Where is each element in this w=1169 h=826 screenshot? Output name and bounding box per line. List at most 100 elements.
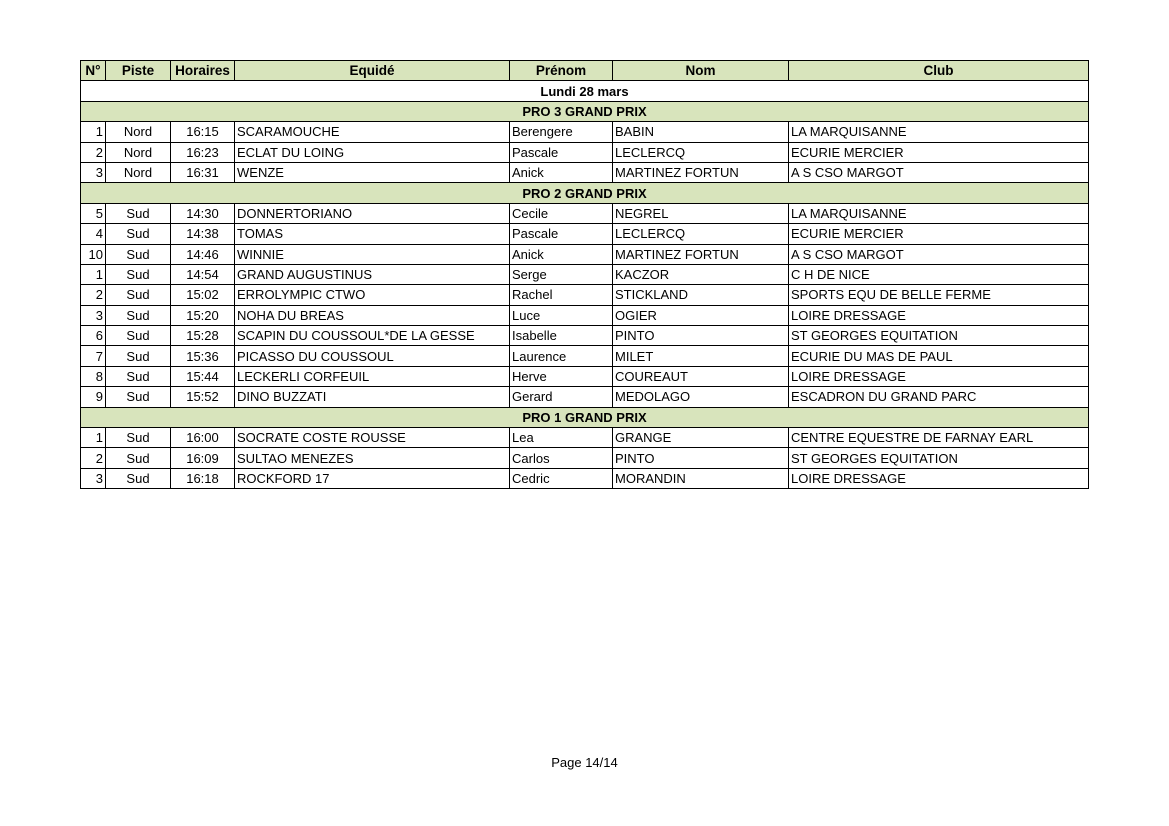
cell-equide: GRAND AUGUSTINUS <box>234 263 510 286</box>
cell-number: 3 <box>80 467 106 490</box>
cell-horaire: 14:46 <box>170 243 235 265</box>
cell-club: A S CSO MARGOT <box>788 161 1089 184</box>
cell-piste: Sud <box>105 284 171 306</box>
cell-prenom: Laurence <box>509 345 613 367</box>
cell-number: 2 <box>80 141 106 163</box>
cell-club: C H DE NICE <box>788 263 1089 286</box>
cell-number: 10 <box>80 243 106 265</box>
section-row: PRO 3 GRAND PRIX <box>80 100 1089 123</box>
cell-piste: Sud <box>105 427 171 449</box>
cell-number: 1 <box>80 263 106 286</box>
cell-equide: ROCKFORD 17 <box>234 467 510 490</box>
cell-piste: Sud <box>105 325 171 347</box>
cell-prenom: Cedric <box>509 467 613 490</box>
table-row: 2 Sud 16:09 SULTAO MENEZES Carlos PINTO ST GEO… <box>80 447 1089 469</box>
cell-number: 4 <box>80 223 106 245</box>
table-row: 3 Nord 16:31 WENZE Anick MARTINEZ FORTUN A S C… <box>80 161 1089 184</box>
cell-horaire: 16:15 <box>170 121 235 143</box>
cell-equide: ECLAT DU LOING <box>234 141 510 163</box>
section-title: PRO 2 GRAND PRIX <box>80 182 1089 204</box>
cell-number: 1 <box>80 427 106 449</box>
cell-horaire: 16:31 <box>170 161 235 184</box>
column-header-prenom: Prénom <box>509 59 613 82</box>
column-header-equide: Equidé <box>234 59 510 82</box>
cell-number: 2 <box>80 447 106 469</box>
cell-horaire: 15:20 <box>170 304 235 327</box>
cell-piste: Sud <box>105 447 171 469</box>
column-header-club: Club <box>788 59 1089 82</box>
table-row: 10 Sud 14:46 WINNIE Anick MARTINEZ FORTUN A S … <box>80 243 1089 265</box>
page-number: Page 14/14 <box>551 755 618 770</box>
cell-prenom: Pascale <box>509 141 613 163</box>
cell-piste: Nord <box>105 141 171 163</box>
table-row: 6 Sud 15:28 SCAPIN DU COUSSOUL*DE LA GESSE I… <box>80 325 1089 347</box>
cell-club: LOIRE DRESSAGE <box>788 304 1089 327</box>
cell-nom: OGIER <box>612 304 789 327</box>
cell-nom: BABIN <box>612 121 789 143</box>
day-label: Lundi 28 mars <box>80 80 1089 102</box>
column-header-nom: Nom <box>612 59 789 82</box>
cell-equide: PICASSO DU COUSSOUL <box>234 345 510 367</box>
cell-piste: Sud <box>105 223 171 245</box>
cell-horaire: 16:18 <box>170 467 235 490</box>
cell-prenom: Cecile <box>509 202 613 225</box>
cell-nom: MARTINEZ FORTUN <box>612 161 789 184</box>
cell-number: 3 <box>80 304 106 327</box>
cell-horaire: 14:30 <box>170 202 235 225</box>
cell-number: 1 <box>80 121 106 143</box>
cell-horaire: 15:52 <box>170 386 235 408</box>
cell-prenom: Pascale <box>509 223 613 245</box>
cell-prenom: Lea <box>509 427 613 449</box>
start-list-table: N° Piste Horaires Equidé Prénom Nom Club Lundi… <box>80 59 1089 490</box>
cell-club: LA MARQUISANNE <box>788 121 1089 143</box>
table-row: 7 Sud 15:36 PICASSO DU COUSSOUL Laurence MILE… <box>80 345 1089 367</box>
cell-prenom: Berengere <box>509 121 613 143</box>
table-row: 4 Sud 14:38 TOMAS Pascale LECLERCQ ECURIE MERC… <box>80 223 1089 245</box>
cell-club: ECURIE MERCIER <box>788 141 1089 163</box>
cell-piste: Sud <box>105 386 171 408</box>
cell-piste: Sud <box>105 304 171 327</box>
header-row: N° Piste Horaires Equidé Prénom Nom Club <box>80 59 1089 82</box>
cell-nom: MARTINEZ FORTUN <box>612 243 789 265</box>
cell-piste: Sud <box>105 243 171 265</box>
cell-prenom: Anick <box>509 161 613 184</box>
cell-piste: Sud <box>105 345 171 367</box>
cell-club: ST GEORGES EQUITATION <box>788 447 1089 469</box>
cell-prenom: Luce <box>509 304 613 327</box>
cell-prenom: Serge <box>509 263 613 286</box>
cell-club: LOIRE DRESSAGE <box>788 467 1089 490</box>
cell-club: A S CSO MARGOT <box>788 243 1089 265</box>
cell-horaire: 15:44 <box>170 365 235 388</box>
cell-equide: SCAPIN DU COUSSOUL*DE LA GESSE <box>234 325 510 347</box>
cell-piste: Sud <box>105 202 171 225</box>
table-row: 8 Sud 15:44 LECKERLI CORFEUIL Herve COUREAUT L… <box>80 365 1089 388</box>
table-row: 5 Sud 14:30 DONNERTORIANO Cecile NEGREL LA MAR… <box>80 202 1089 225</box>
column-header-piste: Piste <box>105 59 171 82</box>
cell-number: 9 <box>80 386 106 408</box>
cell-club: SPORTS EQU DE BELLE FERME <box>788 284 1089 306</box>
cell-club: ECURIE MERCIER <box>788 223 1089 245</box>
cell-number: 2 <box>80 284 106 306</box>
table-row: 1 Sud 14:54 GRAND AUGUSTINUS Serge KACZOR C H … <box>80 263 1089 286</box>
cell-club: ECURIE DU MAS DE PAUL <box>788 345 1089 367</box>
cell-nom: GRANGE <box>612 427 789 449</box>
cell-equide: ERROLYMPIC CTWO <box>234 284 510 306</box>
cell-equide: LECKERLI CORFEUIL <box>234 365 510 388</box>
cell-piste: Sud <box>105 263 171 286</box>
cell-prenom: Herve <box>509 365 613 388</box>
cell-equide: TOMAS <box>234 223 510 245</box>
cell-equide: SCARAMOUCHE <box>234 121 510 143</box>
cell-club: LOIRE DRESSAGE <box>788 365 1089 388</box>
cell-nom: PINTO <box>612 325 789 347</box>
cell-equide: WINNIE <box>234 243 510 265</box>
cell-nom: MILET <box>612 345 789 367</box>
cell-nom: LECLERCQ <box>612 223 789 245</box>
cell-equide: SULTAO MENEZES <box>234 447 510 469</box>
cell-prenom: Anick <box>509 243 613 265</box>
cell-piste: Nord <box>105 121 171 143</box>
section-row: PRO 1 GRAND PRIX <box>80 406 1089 429</box>
cell-prenom: Gerard <box>509 386 613 408</box>
cell-horaire: 14:54 <box>170 263 235 286</box>
cell-number: 3 <box>80 161 106 184</box>
cell-club: ESCADRON DU GRAND PARC <box>788 386 1089 408</box>
